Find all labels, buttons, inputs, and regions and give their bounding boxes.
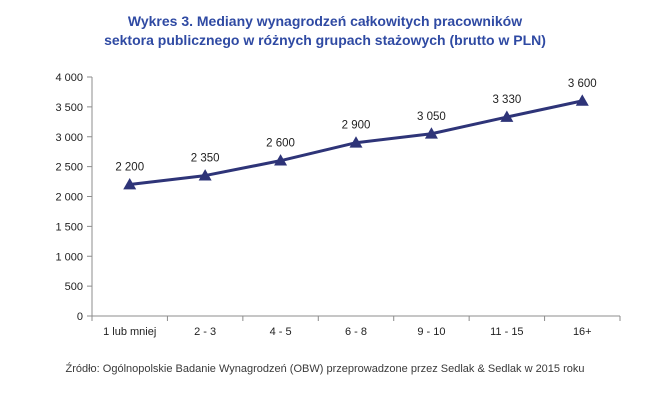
y-tick-label: 3 000: [55, 132, 83, 144]
data-point-marker: [198, 169, 212, 181]
data-label: 3 330: [492, 94, 521, 106]
data-point-marker: [349, 136, 363, 148]
y-tick-label: 4 000: [55, 72, 83, 84]
data-label: 2 350: [191, 153, 220, 165]
x-tick-label: 6 - 8: [345, 326, 367, 338]
x-tick-label: 9 - 10: [417, 326, 445, 338]
y-tick-label: 0: [77, 311, 83, 323]
x-tick-label: 11 - 15: [490, 326, 523, 338]
y-tick-label: 3 500: [55, 102, 83, 114]
data-point-marker: [575, 94, 589, 106]
x-tick-label: 2 - 3: [194, 326, 216, 338]
chart-title-line-2: sektora publicznego w różnych grupach st…: [104, 32, 546, 48]
data-label: 2 900: [342, 120, 371, 132]
data-point-marker: [274, 154, 288, 166]
data-point-marker: [500, 110, 514, 122]
y-tick-label: 1 500: [55, 221, 83, 233]
data-label: 3 600: [568, 78, 597, 90]
x-tick-label: 16+: [573, 326, 592, 338]
y-tick-label: 2 500: [55, 162, 83, 174]
data-point-marker: [123, 178, 137, 190]
data-point-marker: [424, 127, 438, 139]
data-label: 3 050: [417, 111, 446, 123]
source-note: Źródło: Ogólnopolskie Badanie Wynagrodze…: [65, 363, 585, 375]
data-label: 2 600: [266, 138, 295, 150]
chart-title: Wykres 3. Mediany wynagrodzeń całkowityc…: [0, 12, 650, 50]
chart-title-line-1: Wykres 3. Mediany wynagrodzeń całkowityc…: [127, 13, 523, 29]
y-tick-label: 500: [65, 281, 83, 293]
x-tick-label: 4 - 5: [270, 326, 292, 338]
y-tick-label: 2 000: [55, 192, 83, 204]
data-label: 2 200: [115, 162, 144, 174]
y-tick-label: 1 000: [55, 251, 83, 263]
x-tick-label: 1 lub mniej: [103, 326, 156, 338]
